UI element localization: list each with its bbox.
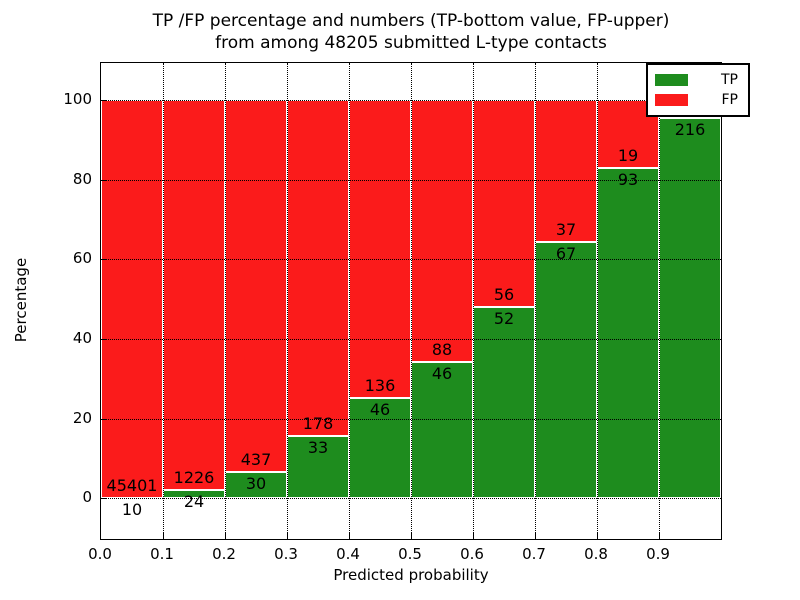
- tp-count-label: 52: [493, 308, 515, 328]
- y-tick-mark: [101, 259, 107, 261]
- y-tick-label: 0: [82, 488, 92, 507]
- fp-count-label: 178: [302, 413, 334, 433]
- legend-label-tp: TP: [721, 72, 738, 88]
- tp-bar-segment: [535, 241, 597, 499]
- fp-bar-segment: [473, 100, 535, 307]
- fp-color-swatch: [655, 94, 688, 106]
- x-tick-label: 0.3: [274, 545, 298, 563]
- tp-count-label: 93: [617, 169, 639, 189]
- legend-item-fp: FP: [655, 90, 740, 110]
- x-gridline: [225, 63, 226, 539]
- y-tick-mark: [101, 418, 107, 420]
- x-tick-mark: [659, 533, 660, 539]
- fp-bar-segment: [287, 100, 349, 436]
- fp-count-label: 56: [493, 284, 515, 304]
- x-tick-label: 0.9: [646, 545, 670, 563]
- tp-count-label: 33: [307, 437, 329, 457]
- fp-bar-segment: [163, 100, 225, 491]
- tp-count-label: 67: [555, 243, 577, 263]
- tp-count-label: 46: [431, 363, 453, 383]
- x-tick-mark: [225, 533, 226, 539]
- tp-bar-segment: [349, 397, 411, 499]
- fp-count-label: 437: [240, 450, 272, 470]
- y-tick-label: 20: [72, 408, 92, 427]
- x-tick-mark: [535, 533, 536, 539]
- fp-count-label: 19: [617, 145, 639, 165]
- x-gridline: [411, 63, 412, 539]
- x-tick-mark: [287, 533, 288, 539]
- fp-bar-segment: [101, 100, 163, 498]
- legend-label-fp: FP: [721, 92, 739, 108]
- x-axis-label: Predicted probability: [333, 566, 489, 584]
- plot-area: 45401 10 1226 24 437 30 178 33 136 46 88 46 56 52 37 67…: [100, 62, 722, 540]
- tp-bar-segment: [411, 361, 473, 499]
- y-tick-mark: [101, 179, 107, 181]
- fp-bar-segment: [225, 100, 287, 473]
- fp-count-label: 136: [364, 375, 396, 395]
- x-tick-label: 0.2: [212, 545, 236, 563]
- tp-bar-segment: [597, 167, 659, 499]
- y-tick-label: 60: [72, 249, 92, 268]
- y-tick-label: 100: [63, 90, 92, 109]
- x-tick-label: 0.6: [460, 545, 484, 563]
- x-gridline: [535, 63, 536, 539]
- fp-count-label: 1226: [173, 468, 215, 488]
- y-tick-label: 80: [72, 169, 92, 188]
- tp-count-label: 30: [245, 474, 267, 494]
- y-tick-mark: [101, 338, 107, 340]
- y-tick-label: 40: [72, 328, 92, 347]
- x-tick-mark: [349, 533, 350, 539]
- legend: TP FP: [646, 63, 750, 117]
- fp-count-label: 88: [431, 339, 453, 359]
- x-tick-mark: [597, 533, 598, 539]
- x-tick-label: 0.0: [88, 545, 112, 563]
- x-gridline: [163, 63, 164, 539]
- tp-count-label: 216: [674, 119, 706, 139]
- tp-count-label: 24: [183, 492, 205, 512]
- x-tick-mark: [411, 533, 412, 539]
- tp-bar-segment: [659, 117, 721, 499]
- tp-count-label: 46: [369, 399, 391, 419]
- tp-bar-segment: [473, 306, 535, 499]
- fp-count-label: 45401: [106, 475, 158, 495]
- x-tick-mark: [473, 533, 474, 539]
- y-tick-mark: [101, 498, 107, 500]
- x-gridline: [659, 63, 660, 539]
- x-gridline: [597, 63, 598, 539]
- x-tick-mark: [163, 533, 164, 539]
- tp-count-label: 10: [121, 499, 143, 519]
- y-tick-mark: [101, 100, 107, 102]
- x-tick-label: 0.4: [336, 545, 360, 563]
- x-tick-label: 0.7: [522, 545, 546, 563]
- fp-count-label: 37: [555, 219, 577, 239]
- x-gridline: [473, 63, 474, 539]
- x-tick-label: 0.1: [150, 545, 174, 563]
- y-axis-label: Percentage: [12, 257, 30, 343]
- tp-color-swatch: [655, 74, 688, 86]
- x-tick-label: 0.5: [398, 545, 422, 563]
- x-gridline: [349, 63, 350, 539]
- chart-title-line2: from among 48205 submitted L-type contac…: [215, 33, 607, 53]
- x-tick-label: 0.8: [584, 545, 608, 563]
- x-gridline: [287, 63, 288, 539]
- legend-item-tp: TP: [655, 70, 740, 90]
- chart-title-line1: TP /FP percentage and numbers (TP-bottom…: [152, 11, 670, 31]
